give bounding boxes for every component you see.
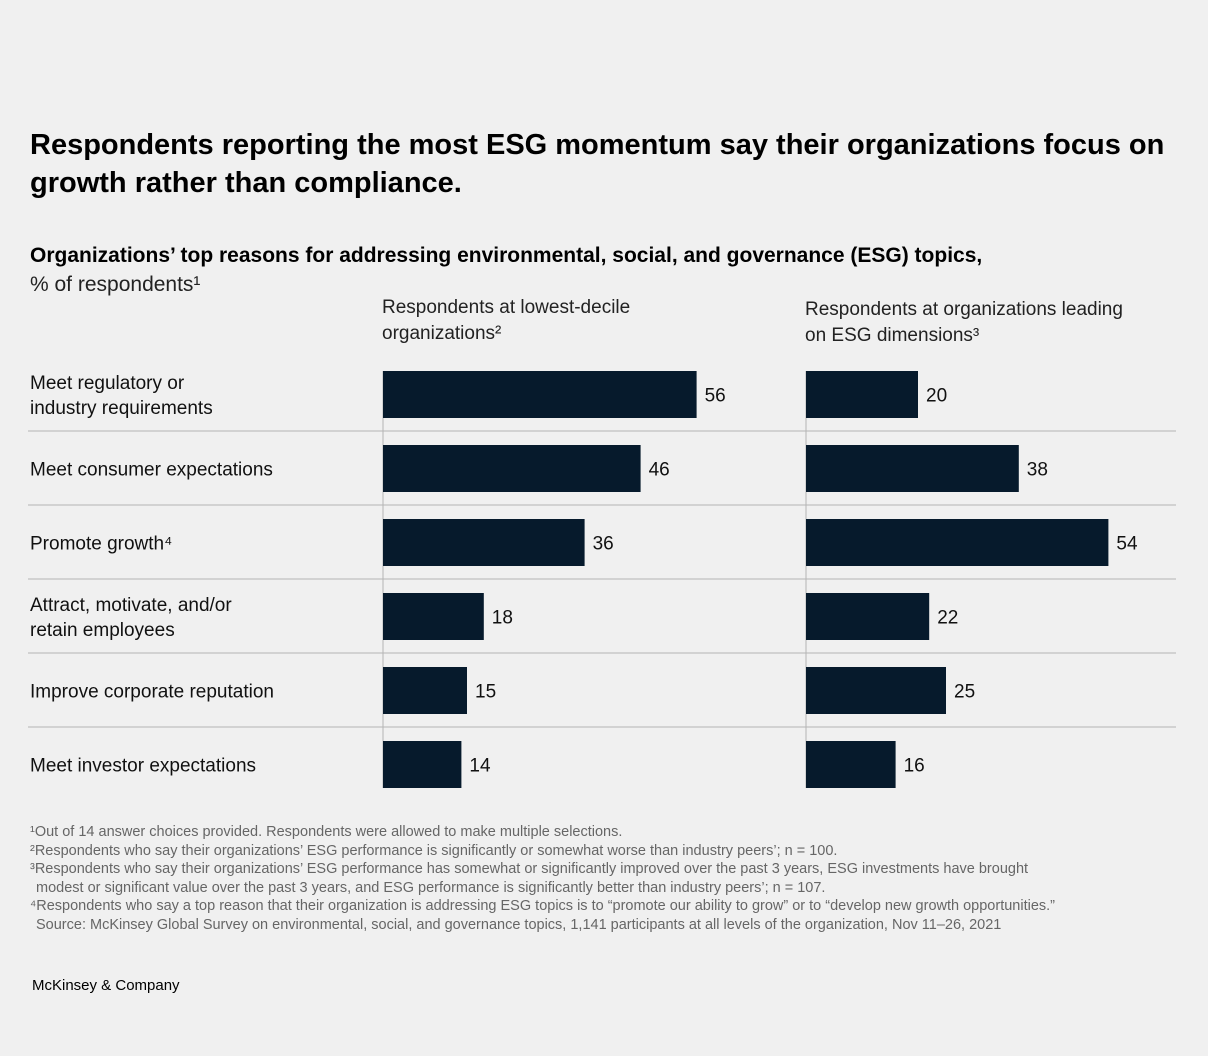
value-label: 22 <box>937 608 958 629</box>
value-label: 56 <box>705 386 726 407</box>
bar <box>806 593 930 640</box>
value-label: 46 <box>649 460 670 481</box>
bar <box>383 593 484 640</box>
footnote-3: ³Respondents who say their organizations… <box>30 861 1029 878</box>
category-label: Meet regulatory or <box>30 373 185 394</box>
category-label: Improve corporate reputation <box>30 682 274 703</box>
value-label: 15 <box>475 682 496 703</box>
panel-title-esg-leaders: Respondents at organizations leading on … <box>805 297 1123 349</box>
footnotes: ¹Out of 14 answer choices provided. Resp… <box>30 823 1190 935</box>
panel-title-line: organizations² <box>382 323 502 344</box>
bar <box>383 667 467 714</box>
brand-logo-text: McKinsey & Company <box>32 977 180 994</box>
bar <box>806 741 896 788</box>
bar <box>806 667 946 714</box>
category-label: industry requirements <box>30 398 213 419</box>
category-label: Attract, motivate, and/or <box>30 595 232 616</box>
value-label: 54 <box>1116 534 1138 555</box>
bar <box>806 445 1019 492</box>
bar <box>383 371 697 418</box>
bar <box>383 445 641 492</box>
chart-title: Respondents reporting the most ESG momen… <box>30 129 1165 199</box>
footnote-3-continued: modest or significant value over the pas… <box>36 879 826 896</box>
value-label: 38 <box>1027 460 1048 481</box>
category-label: Meet investor expectations <box>30 756 256 777</box>
footnote-1: ¹Out of 14 answer choices provided. Resp… <box>30 824 623 840</box>
category-label: Promote growth⁴ <box>30 534 172 555</box>
bar <box>806 371 918 418</box>
bar-chart: Meet regulatory or industry requirements M… <box>28 371 1176 788</box>
bar <box>806 519 1109 566</box>
bar <box>383 519 585 566</box>
value-label: 14 <box>469 756 491 777</box>
value-label: 16 <box>904 756 925 777</box>
panel-title-line: Respondents at organizations leading <box>805 299 1123 320</box>
source-note: Source: McKinsey Global Survey on enviro… <box>36 916 1002 933</box>
footnote-4: ⁴Respondents who say a top reason that t… <box>30 898 1055 915</box>
panel-title-line: Respondents at lowest-decile <box>382 297 631 318</box>
category-label: Meet consumer expectations <box>30 460 273 481</box>
panel-title-lowest-decile: Respondents at lowest-decile organizatio… <box>382 295 630 347</box>
value-label: 20 <box>926 386 947 407</box>
value-label: 25 <box>954 682 975 703</box>
value-label: 18 <box>492 608 513 629</box>
chart-subtitle: Organizations’ top reasons for addressin… <box>30 244 983 267</box>
bar <box>383 741 462 788</box>
panel-title-line: on ESG dimensions³ <box>805 325 980 346</box>
chart-unit: % of respondents¹ <box>30 273 201 296</box>
category-label: retain employees <box>30 620 175 641</box>
value-label: 36 <box>593 534 614 555</box>
footnote-2: ²Respondents who say their organizations… <box>30 842 838 859</box>
